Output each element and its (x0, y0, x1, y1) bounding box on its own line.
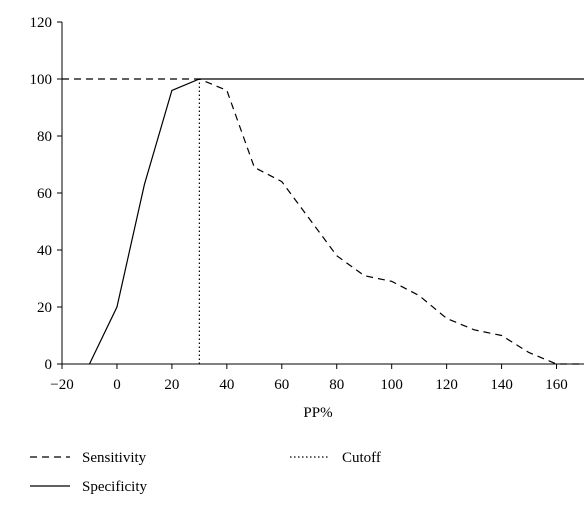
legend-label-cutoff: Cutoff (342, 450, 381, 466)
legend-label-specificity: Specificity (82, 479, 147, 495)
legend-label-sensitivity: Sensitivity (82, 450, 147, 466)
x-tick-label: 0 (113, 377, 121, 393)
y-tick-label: 0 (45, 357, 53, 373)
x-tick-label: 140 (490, 377, 513, 393)
x-axis-label: PP% (303, 405, 332, 421)
x-tick-label: 60 (274, 377, 289, 393)
x-tick-label: 100 (380, 377, 403, 393)
x-tick-label: 120 (435, 377, 458, 393)
plot-layer: 0 20 40 60 80 100 120 −20 0 20 40 60 80 100 120 140 160 (30, 15, 584, 393)
legend: Sensitivity Specificity Cutoff (30, 450, 381, 495)
y-tick-label: 40 (37, 243, 52, 259)
y-tick-label: 20 (37, 300, 52, 316)
series-line-specificity (89, 79, 584, 364)
x-tick-label: 40 (219, 377, 234, 393)
y-tick-label: 100 (30, 72, 53, 88)
x-tick-label: −20 (50, 377, 73, 393)
y-tick-label: 80 (37, 129, 52, 145)
x-tick-label: 20 (164, 377, 179, 393)
y-tick-label: 120 (30, 15, 53, 31)
x-tick-label: 80 (329, 377, 344, 393)
x-tick-label: 160 (545, 377, 568, 393)
series-line-sensitivity (62, 79, 584, 364)
y-tick-label: 60 (37, 186, 52, 202)
